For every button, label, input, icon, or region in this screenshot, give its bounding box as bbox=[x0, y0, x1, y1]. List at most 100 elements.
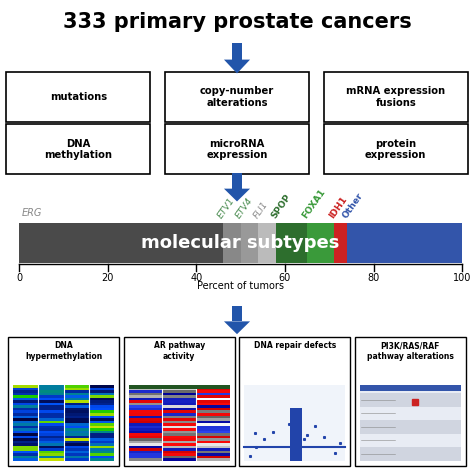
Text: SPOP: SPOP bbox=[270, 193, 293, 220]
Bar bbox=[360, 420, 461, 434]
Bar bbox=[129, 441, 163, 443]
Bar bbox=[38, 448, 64, 451]
FancyBboxPatch shape bbox=[323, 72, 468, 122]
FancyBboxPatch shape bbox=[355, 337, 466, 466]
Bar bbox=[89, 410, 114, 413]
Bar bbox=[89, 448, 114, 451]
Bar bbox=[89, 443, 114, 446]
Text: Percent of tumors: Percent of tumors bbox=[197, 281, 284, 291]
Bar bbox=[129, 433, 163, 436]
Bar bbox=[38, 408, 64, 410]
Text: 100: 100 bbox=[453, 273, 471, 283]
Text: Other: Other bbox=[340, 191, 365, 220]
Bar bbox=[163, 443, 196, 446]
Bar bbox=[64, 441, 89, 443]
Bar bbox=[163, 436, 196, 438]
Bar bbox=[196, 388, 229, 391]
Bar bbox=[64, 401, 89, 403]
Bar bbox=[347, 223, 462, 263]
Bar bbox=[64, 391, 89, 393]
Bar bbox=[89, 395, 114, 398]
Bar bbox=[64, 418, 89, 420]
Bar bbox=[64, 416, 89, 418]
Bar bbox=[163, 416, 196, 418]
Bar bbox=[196, 395, 229, 398]
Bar bbox=[89, 426, 114, 428]
Bar bbox=[129, 401, 163, 403]
Bar bbox=[89, 405, 114, 408]
Bar bbox=[38, 453, 64, 456]
Bar bbox=[38, 410, 64, 413]
Bar bbox=[89, 433, 114, 436]
Text: ERG: ERG bbox=[21, 208, 42, 218]
Bar bbox=[223, 223, 240, 263]
Bar bbox=[38, 385, 64, 388]
Bar bbox=[196, 436, 229, 438]
Bar bbox=[196, 393, 229, 395]
Text: mutations: mutations bbox=[50, 92, 107, 102]
Polygon shape bbox=[224, 60, 250, 73]
Bar bbox=[129, 426, 163, 428]
Bar bbox=[13, 418, 38, 420]
Bar bbox=[163, 453, 196, 456]
Bar bbox=[129, 416, 163, 418]
Bar bbox=[13, 416, 38, 418]
Bar bbox=[129, 391, 163, 393]
Bar bbox=[64, 456, 89, 458]
Bar bbox=[360, 385, 461, 461]
FancyBboxPatch shape bbox=[6, 72, 151, 122]
Bar bbox=[129, 398, 163, 401]
Bar bbox=[129, 410, 163, 413]
Text: IDH1: IDH1 bbox=[327, 195, 349, 220]
Bar bbox=[196, 458, 229, 461]
Bar bbox=[38, 456, 64, 458]
Text: molecular subtypes: molecular subtypes bbox=[141, 234, 340, 252]
Bar bbox=[89, 430, 114, 433]
Bar bbox=[196, 443, 229, 446]
Text: FLI1: FLI1 bbox=[252, 200, 270, 220]
Bar bbox=[38, 436, 64, 438]
Bar bbox=[89, 420, 114, 423]
Bar bbox=[13, 403, 38, 405]
Bar bbox=[196, 430, 229, 433]
FancyBboxPatch shape bbox=[6, 124, 151, 174]
Bar bbox=[360, 447, 461, 461]
Bar bbox=[129, 385, 163, 388]
Bar bbox=[196, 416, 229, 418]
Bar bbox=[89, 436, 114, 438]
Bar bbox=[38, 395, 64, 398]
Bar bbox=[129, 446, 163, 448]
Text: FOXA1: FOXA1 bbox=[301, 188, 328, 220]
Bar bbox=[13, 391, 38, 393]
FancyBboxPatch shape bbox=[239, 337, 350, 466]
Bar bbox=[360, 434, 461, 447]
Bar bbox=[129, 405, 163, 408]
Bar bbox=[163, 385, 196, 388]
Polygon shape bbox=[224, 189, 250, 201]
Bar bbox=[163, 420, 196, 423]
FancyBboxPatch shape bbox=[165, 72, 309, 122]
Bar bbox=[129, 385, 229, 389]
Bar bbox=[129, 408, 163, 410]
Bar bbox=[38, 443, 64, 446]
Bar bbox=[64, 410, 89, 413]
Bar bbox=[64, 408, 89, 410]
Bar bbox=[89, 451, 114, 453]
Bar bbox=[13, 436, 38, 438]
Text: copy-number
alterations: copy-number alterations bbox=[200, 86, 274, 108]
Bar bbox=[290, 408, 302, 461]
Text: 60: 60 bbox=[279, 273, 291, 283]
Bar bbox=[89, 438, 114, 441]
Text: 20: 20 bbox=[101, 273, 114, 283]
Bar bbox=[64, 443, 89, 446]
Text: ETV1: ETV1 bbox=[217, 196, 237, 220]
Bar bbox=[38, 418, 64, 420]
Bar bbox=[89, 403, 114, 405]
Bar bbox=[38, 388, 64, 391]
Bar bbox=[19, 223, 223, 263]
Bar bbox=[64, 438, 89, 441]
Bar bbox=[13, 448, 38, 451]
Bar bbox=[163, 388, 196, 391]
Bar bbox=[196, 453, 229, 456]
Bar bbox=[163, 423, 196, 426]
